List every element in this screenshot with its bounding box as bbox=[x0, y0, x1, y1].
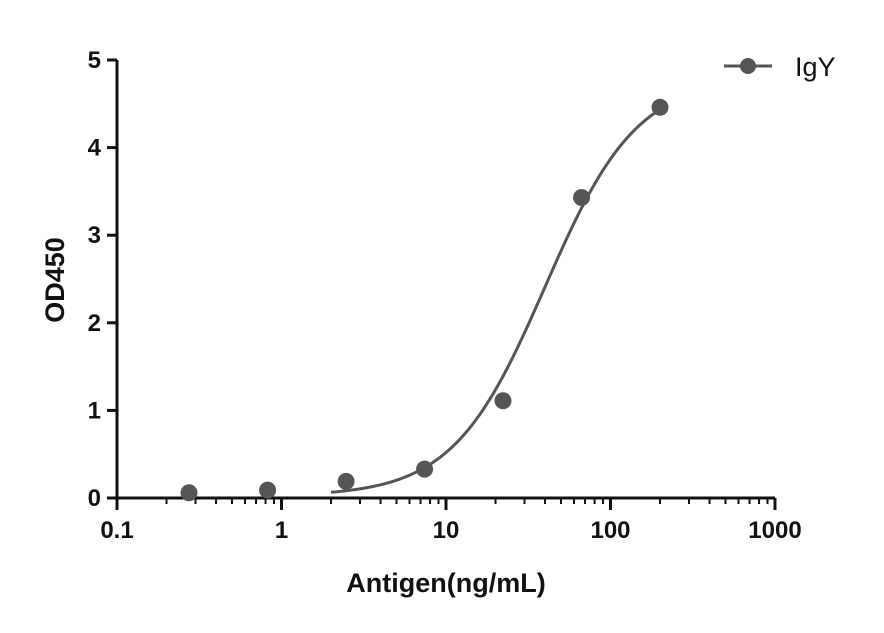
fit-curve bbox=[330, 108, 661, 494]
x-axis-title: Antigen(ng/mL) bbox=[346, 568, 545, 598]
data-point bbox=[337, 472, 355, 490]
fit-curve-layer bbox=[330, 108, 661, 494]
y-axis-title: OD450 bbox=[40, 237, 70, 323]
data-point bbox=[651, 98, 669, 116]
x-tick-label: 1 bbox=[275, 517, 288, 544]
legend-label-igy: IgY bbox=[795, 52, 836, 82]
x-tick-label: 10 bbox=[433, 517, 460, 544]
data-point bbox=[180, 484, 198, 502]
y-tick-label: 1 bbox=[88, 397, 101, 424]
data-point bbox=[259, 481, 277, 499]
data-point bbox=[416, 460, 434, 478]
y-tick-label: 2 bbox=[88, 310, 101, 337]
y-tick-label: 4 bbox=[88, 135, 102, 162]
y-tick-label: 0 bbox=[88, 485, 101, 512]
x-tick-label: 1000 bbox=[748, 517, 801, 544]
data-point bbox=[573, 189, 591, 207]
y-tick-label: 5 bbox=[88, 47, 101, 74]
data-points-layer bbox=[180, 98, 669, 502]
data-point bbox=[494, 392, 512, 410]
y-tick-label: 3 bbox=[88, 222, 101, 249]
legend-marker bbox=[740, 58, 756, 74]
x-tick-label: 0.1 bbox=[100, 517, 133, 544]
legend: IgY bbox=[724, 52, 836, 82]
x-tick-label: 100 bbox=[590, 517, 630, 544]
axes: 0 1 2 3 4 5 0.1 1 10 100 1000 bbox=[88, 47, 802, 544]
